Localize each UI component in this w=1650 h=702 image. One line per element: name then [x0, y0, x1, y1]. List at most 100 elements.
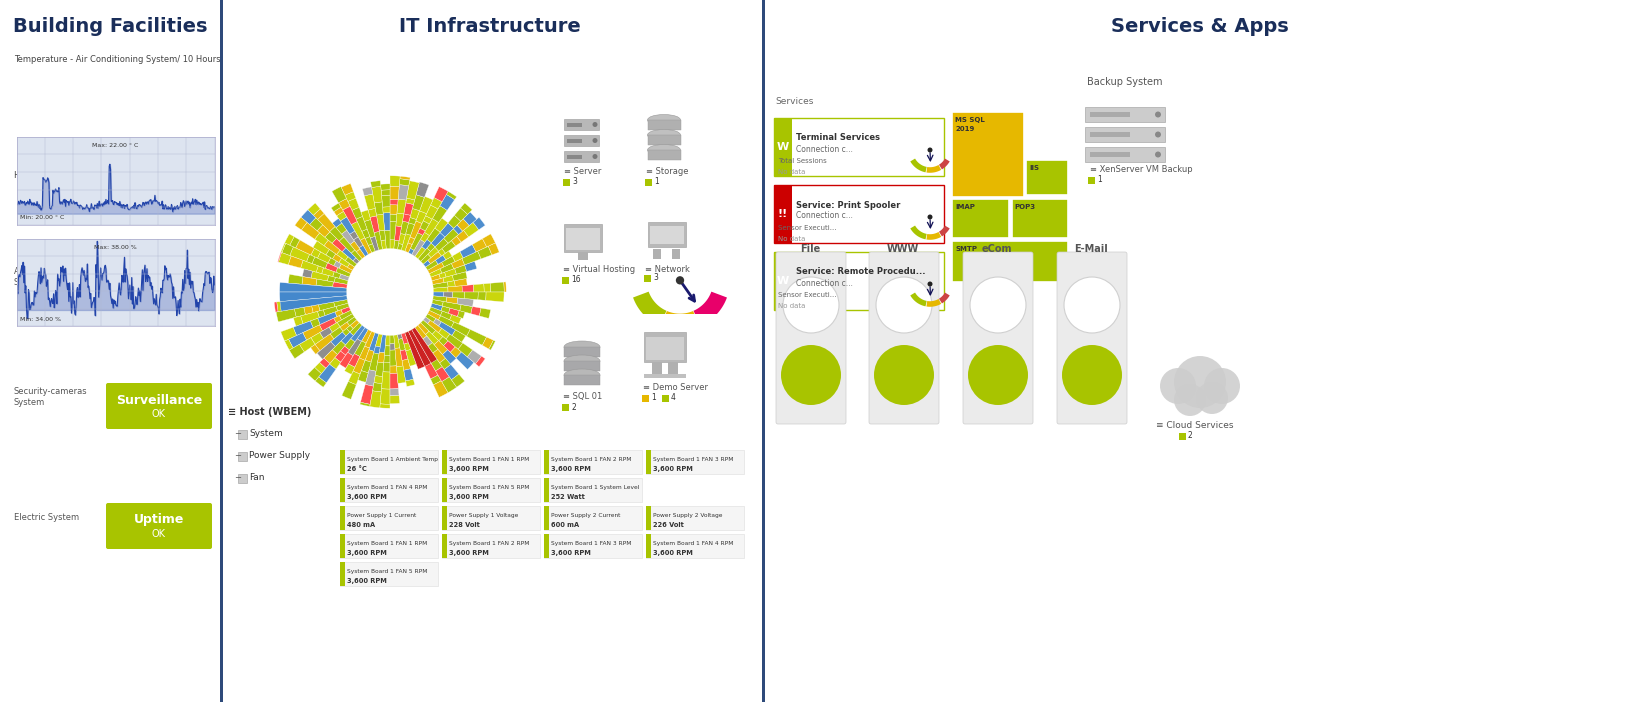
Wedge shape [439, 336, 449, 345]
FancyBboxPatch shape [1086, 107, 1165, 122]
Wedge shape [470, 307, 482, 316]
Bar [442, 534, 447, 558]
Wedge shape [315, 362, 327, 373]
Wedge shape [383, 207, 389, 213]
Text: 226 Volt: 226 Volt [653, 522, 683, 528]
Wedge shape [330, 327, 343, 339]
Text: System Board 1 FAN 2 RPM: System Board 1 FAN 2 RPM [449, 541, 530, 546]
Wedge shape [389, 214, 396, 222]
Text: OK: OK [152, 529, 167, 539]
Wedge shape [399, 176, 411, 180]
Wedge shape [325, 232, 337, 244]
Wedge shape [307, 254, 315, 264]
Wedge shape [360, 402, 370, 406]
Bar [952, 241, 1068, 282]
Wedge shape [360, 346, 370, 360]
Wedge shape [279, 253, 290, 265]
Wedge shape [412, 328, 437, 363]
Wedge shape [314, 209, 323, 220]
Wedge shape [404, 203, 414, 216]
Wedge shape [421, 356, 431, 366]
Wedge shape [503, 282, 507, 292]
Text: Min: 34.00 %: Min: 34.00 % [20, 317, 61, 322]
Wedge shape [431, 375, 441, 385]
Wedge shape [338, 199, 350, 210]
Circle shape [592, 154, 597, 159]
Wedge shape [302, 269, 312, 278]
Wedge shape [328, 258, 337, 266]
Wedge shape [381, 190, 389, 195]
Wedge shape [475, 356, 485, 366]
Wedge shape [452, 330, 465, 342]
Wedge shape [439, 272, 446, 279]
Wedge shape [474, 284, 483, 292]
Wedge shape [434, 380, 449, 397]
Wedge shape [417, 228, 426, 235]
Wedge shape [333, 254, 342, 263]
Wedge shape [457, 298, 474, 307]
Ellipse shape [647, 114, 680, 126]
Wedge shape [422, 336, 432, 346]
Wedge shape [432, 278, 444, 284]
Text: System Board 1 FAN 3 RPM: System Board 1 FAN 3 RPM [653, 458, 733, 463]
Wedge shape [416, 333, 429, 350]
Wedge shape [350, 323, 361, 336]
Bar [568, 123, 582, 127]
Wedge shape [285, 339, 294, 350]
Bar [644, 374, 686, 378]
Wedge shape [408, 329, 431, 366]
Wedge shape [348, 371, 360, 385]
Wedge shape [370, 353, 380, 371]
Wedge shape [434, 292, 444, 297]
Wedge shape [419, 221, 429, 231]
Bar [647, 450, 652, 474]
Wedge shape [317, 342, 335, 359]
Wedge shape [312, 305, 320, 312]
Text: ≡ Server: ≡ Server [564, 168, 601, 176]
Wedge shape [345, 339, 355, 350]
Wedge shape [409, 218, 416, 225]
Wedge shape [384, 355, 389, 362]
Wedge shape [315, 334, 333, 351]
Wedge shape [404, 343, 411, 351]
Wedge shape [368, 208, 376, 218]
Wedge shape [353, 358, 365, 374]
Wedge shape [436, 218, 449, 232]
Wedge shape [452, 258, 465, 269]
FancyBboxPatch shape [340, 562, 437, 586]
Wedge shape [320, 358, 330, 369]
FancyBboxPatch shape [870, 252, 939, 424]
Wedge shape [315, 377, 327, 388]
FancyBboxPatch shape [544, 506, 642, 530]
Text: W: W [777, 142, 789, 152]
Circle shape [1160, 368, 1196, 404]
Wedge shape [436, 366, 449, 382]
Wedge shape [353, 258, 360, 264]
Wedge shape [333, 300, 348, 307]
Circle shape [1155, 152, 1162, 157]
Wedge shape [351, 222, 365, 240]
Wedge shape [310, 218, 323, 231]
Wedge shape [323, 240, 340, 255]
Wedge shape [427, 251, 442, 264]
Wedge shape [363, 187, 373, 196]
Wedge shape [441, 263, 454, 273]
Wedge shape [285, 234, 294, 245]
Wedge shape [384, 346, 389, 355]
Wedge shape [312, 298, 323, 305]
Wedge shape [309, 367, 322, 381]
Wedge shape [431, 274, 441, 281]
Wedge shape [403, 359, 411, 370]
Text: Fan: Fan [249, 474, 264, 482]
Text: System Board 1 System Level: System Board 1 System Level [551, 486, 640, 491]
Wedge shape [351, 250, 361, 261]
Wedge shape [432, 349, 446, 363]
Text: 252 Watt: 252 Watt [551, 494, 584, 500]
Bar [648, 135, 681, 145]
Wedge shape [399, 179, 409, 186]
Text: Power Supply 1 Voltage: Power Supply 1 Voltage [449, 513, 518, 519]
Wedge shape [389, 344, 394, 350]
Wedge shape [314, 241, 330, 255]
Wedge shape [340, 310, 353, 320]
Bar [652, 362, 662, 374]
